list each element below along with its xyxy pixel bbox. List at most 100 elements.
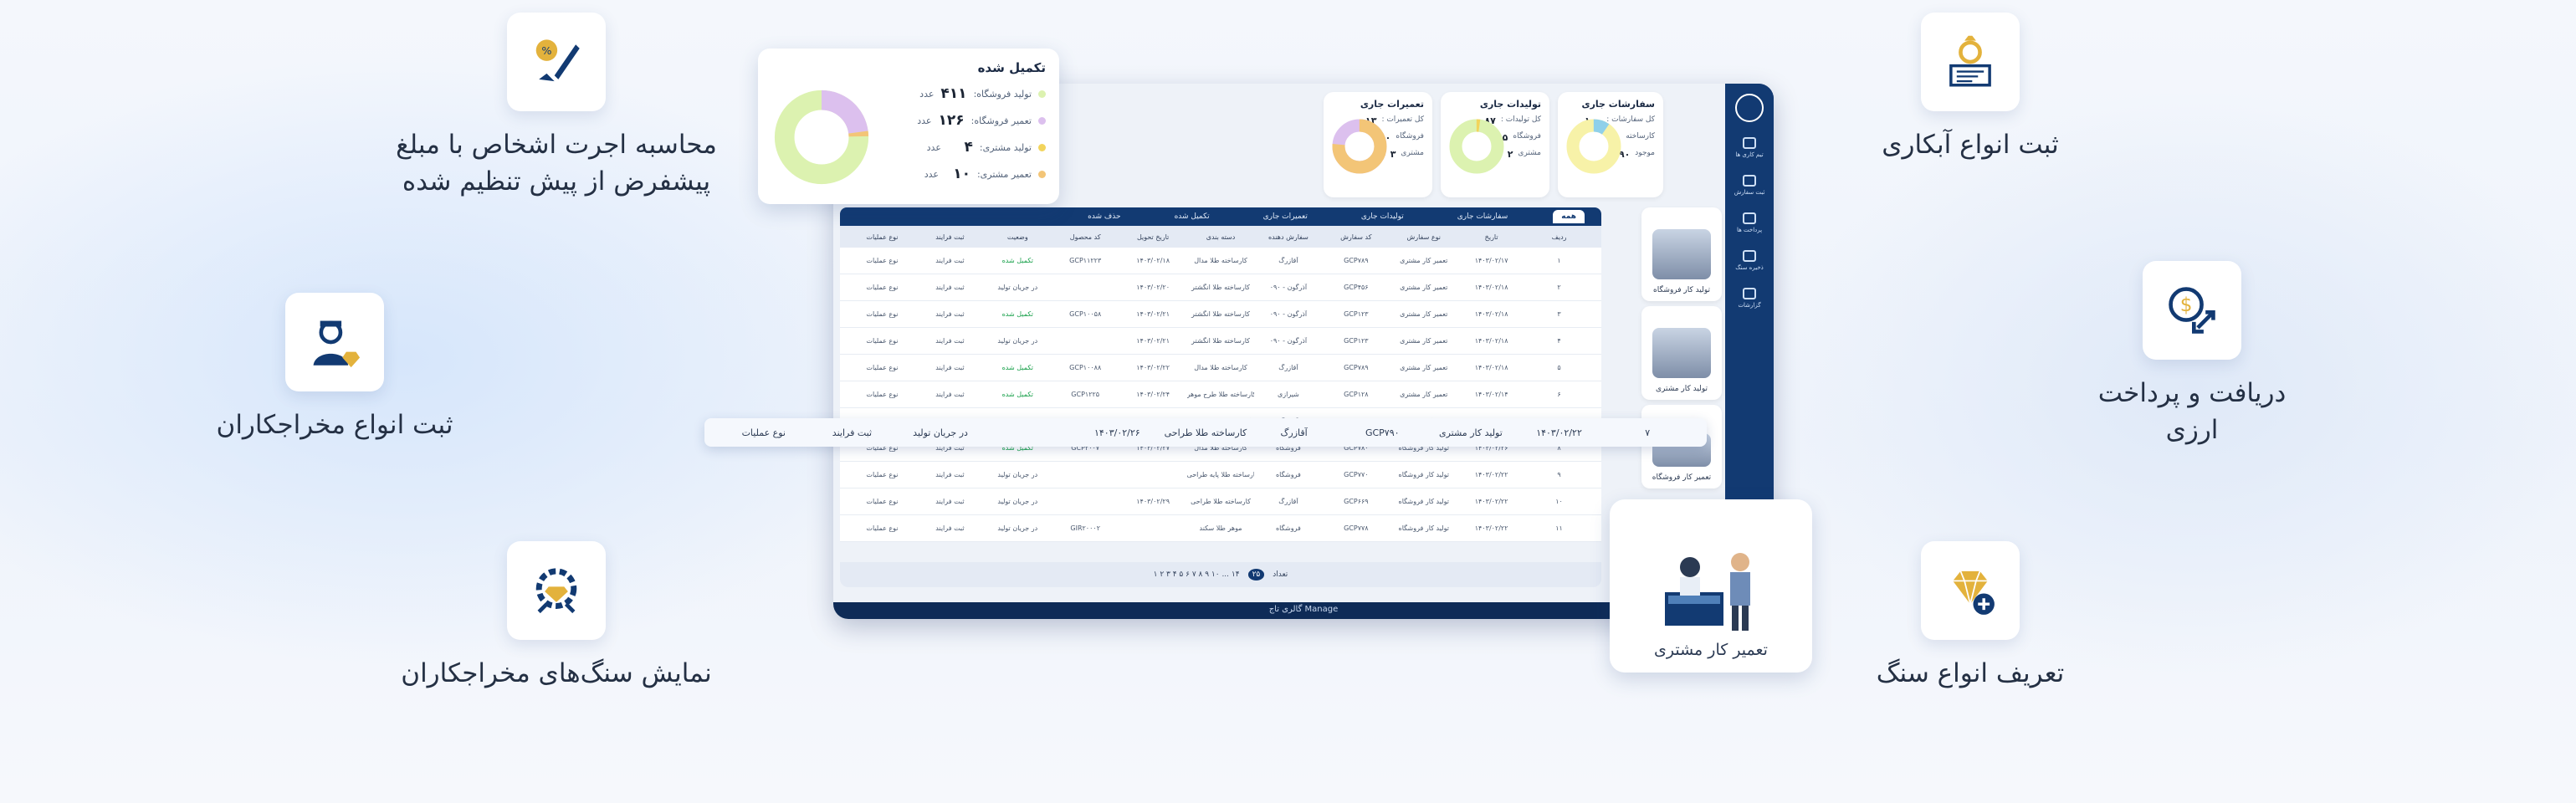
table-row[interactable]: ۱۰ ۱۴۰۳/۰۲/۲۲ تولید کار فروشگاه GCP۶۶۹ آقازر… [840, 488, 1601, 515]
table-header: ردیف تاریخ نوع سفارش کد سفارش سفارش دهنده دست… [840, 226, 1601, 248]
column-header[interactable]: نوع سفارش [1406, 233, 1441, 241]
highlighted-table-row[interactable]: ۷ ۱۴۰۳/۰۲/۲۲ تولید کار مشتری GCP۷۹۰ آقازرگ کا… [704, 418, 1707, 447]
table-cell: تعمیر کار مشتری [1400, 310, 1448, 318]
table-row[interactable]: ۳ ۱۴۰۳/۰۲/۱۸ تعمیر کار مشتری GCP۱۲۳ ۰۹۰ - آذ… [840, 301, 1601, 328]
table-cell: GCP۷۸۹ [1344, 257, 1369, 264]
stat-value: ۳ [1390, 149, 1396, 160]
tab-completed[interactable]: تکمیل شده [1174, 212, 1210, 221]
sidebar-item-reports[interactable]: گزارشات [1738, 288, 1761, 309]
sidebar-item-payments[interactable]: پرداخت ها [1737, 212, 1762, 233]
customer-repair-card[interactable]: تعمیر کار مشتری [1610, 499, 1812, 673]
table-cell: GIR۲۰۰۰۲ [1070, 524, 1100, 532]
column-header[interactable]: کد سفارش [1340, 233, 1372, 241]
table-cell[interactable]: نوع عملیات [866, 284, 899, 291]
table-cell: ۱۰ [1555, 498, 1563, 505]
column-header[interactable]: نوع عملیات [866, 233, 899, 241]
wage-calc-text-1: محاسبه اجرت اشخاص با مبلغ [396, 130, 717, 160]
tab-current-orders[interactable]: سفارشات جاری [1457, 212, 1508, 221]
legend-dot [1038, 116, 1046, 125]
table-cell[interactable]: نوع عملیات [866, 257, 899, 264]
completed-label: تولید فروشگاه: [973, 88, 1032, 100]
card-store-repair[interactable]: تعمیر کار فروشگاه [1641, 405, 1722, 488]
table-cell: ۶ [1557, 391, 1561, 398]
table-cell: GCP۷۷۰ [1344, 471, 1369, 478]
tab-current-repairs[interactable]: تعمیرات جاری [1262, 212, 1308, 221]
tab-current-production[interactable]: تولیدات جاری [1360, 212, 1404, 221]
table-row[interactable]: ۱۱ ۱۴۰۳/۰۲/۲۲ تولید کار فروشگاه GCP۷۷۸ فروشگ… [840, 515, 1601, 542]
production-donut [1449, 119, 1504, 174]
table-cell: در جریان تولید [997, 471, 1038, 478]
define-stones-text: تعریف انواع سنگ [1876, 658, 2065, 688]
pagination: ۱ ۲ ۳ ۴ ۵ ۶ ۷ ۸ ۹ ۱۰ ... ۱۴ ۲۵ تعداد [840, 562, 1601, 587]
table-cell: موهر طلا سکند [1199, 524, 1242, 532]
table-cell: ۰۹۰ - آذرگون [1269, 337, 1308, 345]
svg-text:%: % [541, 44, 551, 57]
table-cell[interactable]: ثبت فرایند [935, 337, 965, 345]
table-row[interactable]: ۶ ۱۴۰۳/۰۲/۱۴ تعمیر کار مشتری GCP۱۲۸ شیرازی کا… [840, 381, 1601, 408]
stat-card-repairs[interactable]: تعمیرات جاری کل تعمیرات :۱۳ فروشگاه ۱۰ مش… [1324, 92, 1432, 197]
table-cell[interactable]: ثبت فرایند [935, 498, 965, 505]
table-cell: GCP۱۰۰۵۸ [1069, 310, 1102, 318]
highlight-cell[interactable]: ثبت فرایند [832, 427, 873, 438]
completed-card[interactable]: تکمیل شده تولید فروشگاه: ۴۱۱ عدد تعمیر فرو… [758, 49, 1059, 204]
card-store-production[interactable]: تولید کار فروشگاه [1641, 207, 1722, 301]
stat-card-orders[interactable]: سفارشات جاری کل سفارشات :۱۰۰ کارساخته ۱۰ … [1558, 92, 1663, 197]
completed-value: ۴ [964, 139, 973, 156]
table-row[interactable]: ۱ ۱۴۰۳/۰۲/۱۷ تعمیر کار مشتری GCP۷۸۹ آقازرگ کا… [840, 248, 1601, 274]
table-cell[interactable]: نوع عملیات [866, 444, 899, 452]
column-header[interactable]: سفارش دهنده [1268, 233, 1308, 241]
table-row[interactable]: ۵ ۱۴۰۳/۰۲/۱۸ تعمیر کار مشتری GCP۷۸۹ آقازرگ کا… [840, 355, 1601, 381]
table-cell[interactable]: ثبت فرایند [935, 310, 965, 318]
tab-all[interactable]: همه [1553, 210, 1585, 223]
table-cell: کارساخته طلا مدال [1194, 364, 1247, 371]
table-cell[interactable]: ثبت فرایند [935, 391, 965, 398]
table-cell[interactable]: نوع عملیات [866, 337, 899, 345]
completed-label: تعمیر فروشگاه: [970, 115, 1032, 126]
stat-label: فروشگاه [1396, 132, 1424, 141]
table-row[interactable]: ۸ ۱۴۰۳/۰۲/۲۶ تولید کار فروشگاه GCP۷۸۰ فروشگا… [840, 435, 1601, 462]
tab-bar: همه سفارشات جاری تولیدات جاری تعمیرات جا… [840, 207, 1601, 226]
feature-wage-calc: % محاسبه اجرت اشخاص با مبلغ پیشفرض از پی… [393, 13, 720, 200]
column-header[interactable]: تاریخ تحویل [1136, 233, 1170, 241]
sidebar-item-teams[interactable]: تیم کاری ها [1735, 137, 1764, 158]
table-cell[interactable]: ثبت فرایند [935, 444, 965, 452]
column-header[interactable]: وضعیت [1006, 233, 1028, 241]
table-row[interactable]: ۹ ۱۴۰۳/۰۲/۲۲ تولید کار فروشگاه GCP۷۷۰ فروشگا… [840, 462, 1601, 488]
table-cell[interactable]: ثبت فرایند [935, 364, 965, 371]
table-row[interactable]: ۴ ۱۴۰۳/۰۲/۱۸ تعمیر کار مشتری GCP۱۲۳ ۰۹۰ - آذ… [840, 328, 1601, 355]
pager-size[interactable]: ۲۵ [1247, 569, 1265, 581]
table-cell: ۱۴۰۳/۰۲/۲۷ [1136, 444, 1170, 452]
table-cell[interactable]: نوع عملیات [866, 498, 899, 505]
completed-value: ۴۱۱ [940, 85, 967, 102]
table-cell: آقازرگ [1278, 498, 1298, 505]
tab-deleted[interactable]: حذف شده [1088, 212, 1121, 221]
table-cell: ۱۴۰۳/۰۲/۲۴ [1136, 391, 1170, 398]
stone-icon [1743, 250, 1756, 262]
table-cell[interactable]: نوع عملیات [866, 524, 899, 532]
column-header[interactable]: تاریخ [1484, 233, 1498, 241]
table-cell: ۱ [1557, 257, 1561, 264]
table-cell[interactable]: ثبت فرایند [935, 284, 965, 291]
table-row[interactable]: ۲ ۱۴۰۳/۰۲/۱۸ تعمیر کار مشتری GCP۴۵۶ ۰۹۰ - آذ… [840, 274, 1601, 301]
card-customer-production[interactable]: تولید کار مشتری [1641, 306, 1722, 400]
table-cell[interactable]: ثبت فرایند [935, 524, 965, 532]
table-cell[interactable]: ثبت فرایند [935, 471, 965, 478]
table-cell[interactable]: ثبت فرایند [935, 257, 965, 264]
column-header[interactable]: دسته بندی [1206, 233, 1236, 241]
stat-card-production[interactable]: تولیدات جاری کل تولیدات :۸۷ فروشگاه ۸۵ مش… [1441, 92, 1549, 197]
sidebar-item-orders[interactable]: ثبت سفارش [1734, 175, 1765, 196]
sidebar-item-label: ثبت سفارش [1734, 189, 1765, 196]
table-cell[interactable]: نوع عملیات [866, 364, 899, 371]
wage-calc-text-2: پیشفرض از پیش تنظیم شده [402, 166, 711, 197]
column-header[interactable]: کد محصول [1069, 233, 1101, 241]
column-header[interactable]: ردیف [1551, 233, 1567, 241]
highlight-cell[interactable]: نوع عملیات [741, 427, 786, 438]
table-cell: کارساخته طلا طراحی [1191, 498, 1251, 505]
table-cell[interactable]: نوع عملیات [866, 471, 899, 478]
table-cell[interactable]: نوع عملیات [866, 391, 899, 398]
column-header[interactable]: ثبت فرایند [935, 233, 965, 241]
sidebar-item-stones[interactable]: ذخیره سنگ [1735, 250, 1764, 271]
pager-pages[interactable]: ۱ ۲ ۳ ۴ ۵ ۶ ۷ ۸ ۹ ۱۰ ... ۱۴ [1153, 570, 1240, 579]
stat-label: کل تعمیرات : [1381, 115, 1424, 124]
table-cell[interactable]: نوع عملیات [866, 310, 899, 318]
